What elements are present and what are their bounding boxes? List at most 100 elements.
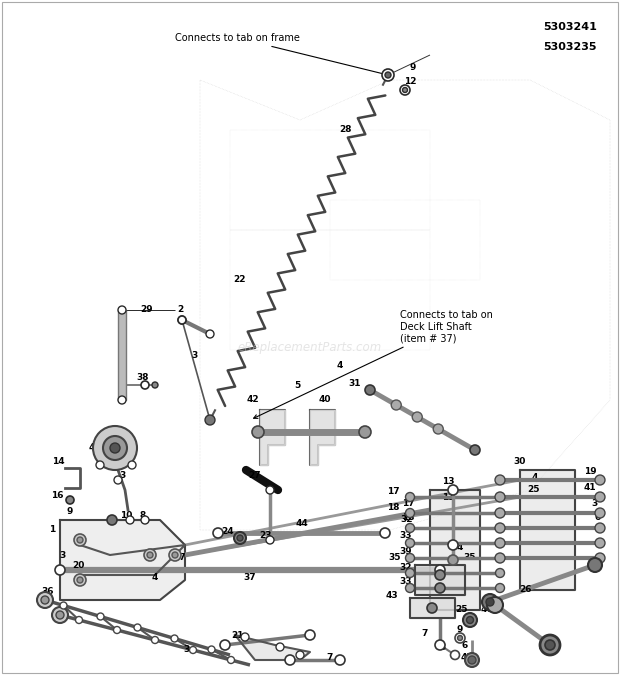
Text: 46: 46: [480, 605, 494, 614]
Circle shape: [118, 396, 126, 404]
Circle shape: [266, 486, 274, 494]
Circle shape: [276, 643, 284, 651]
Circle shape: [402, 88, 407, 92]
Circle shape: [96, 461, 104, 469]
Bar: [230, 230, 430, 350]
Circle shape: [487, 597, 503, 613]
Bar: [330, 200, 480, 280]
Circle shape: [37, 592, 53, 608]
Circle shape: [66, 496, 74, 504]
Circle shape: [382, 69, 394, 81]
Text: 28: 28: [339, 126, 352, 134]
Circle shape: [495, 493, 505, 502]
Text: 6: 6: [595, 512, 601, 522]
Circle shape: [448, 540, 458, 550]
Circle shape: [400, 85, 410, 95]
Circle shape: [458, 635, 463, 641]
Circle shape: [74, 574, 86, 586]
Circle shape: [169, 549, 181, 561]
Text: eReplacementParts.com: eReplacementParts.com: [238, 342, 382, 354]
Circle shape: [495, 568, 505, 578]
Circle shape: [435, 570, 445, 580]
Text: 12: 12: [404, 78, 416, 86]
Polygon shape: [410, 598, 455, 618]
Text: 3: 3: [184, 645, 190, 655]
Text: 3: 3: [119, 472, 125, 481]
Text: 2: 2: [177, 306, 183, 315]
Text: 41: 41: [583, 483, 596, 491]
Text: 4: 4: [337, 360, 343, 369]
Circle shape: [234, 532, 246, 544]
Polygon shape: [430, 490, 480, 610]
Circle shape: [93, 426, 137, 470]
Circle shape: [228, 657, 234, 664]
Circle shape: [595, 475, 605, 485]
Circle shape: [448, 485, 458, 495]
Circle shape: [495, 524, 505, 533]
Text: 33: 33: [400, 578, 412, 587]
Text: 4: 4: [532, 472, 538, 481]
Circle shape: [110, 443, 120, 453]
Circle shape: [495, 554, 505, 562]
Bar: [118, 310, 126, 400]
Circle shape: [359, 426, 371, 438]
Circle shape: [60, 602, 67, 609]
Circle shape: [171, 635, 178, 642]
Circle shape: [405, 554, 415, 562]
Circle shape: [55, 565, 65, 575]
Circle shape: [113, 626, 120, 634]
Circle shape: [495, 583, 505, 593]
Text: 25: 25: [528, 485, 540, 495]
Text: 27: 27: [249, 470, 261, 479]
Circle shape: [391, 400, 401, 410]
Text: 7: 7: [327, 653, 333, 662]
Circle shape: [305, 630, 315, 640]
Text: 21: 21: [231, 630, 243, 639]
Circle shape: [77, 577, 83, 583]
Text: 35: 35: [389, 554, 401, 562]
Text: 43: 43: [386, 591, 398, 599]
Circle shape: [178, 316, 186, 324]
Circle shape: [103, 436, 127, 460]
Text: 4: 4: [457, 543, 463, 551]
Circle shape: [190, 647, 197, 653]
Polygon shape: [260, 410, 285, 465]
Text: 20: 20: [72, 560, 84, 570]
Polygon shape: [520, 470, 575, 590]
Circle shape: [540, 635, 560, 655]
Circle shape: [495, 508, 505, 518]
Circle shape: [385, 72, 391, 78]
Circle shape: [77, 537, 83, 543]
Circle shape: [405, 493, 415, 502]
Circle shape: [206, 416, 214, 424]
Circle shape: [405, 539, 415, 547]
Circle shape: [495, 475, 505, 485]
Circle shape: [595, 553, 605, 563]
Circle shape: [405, 524, 415, 533]
Text: 8: 8: [140, 510, 146, 520]
Circle shape: [405, 568, 415, 578]
Text: 9: 9: [67, 508, 73, 516]
Text: 3: 3: [591, 500, 597, 508]
Circle shape: [151, 637, 159, 643]
Circle shape: [405, 508, 415, 518]
Circle shape: [266, 536, 274, 544]
Text: 36: 36: [42, 587, 55, 597]
Text: 45: 45: [461, 653, 473, 662]
Text: 3: 3: [440, 643, 446, 653]
Text: 4: 4: [152, 572, 158, 581]
Circle shape: [365, 385, 375, 395]
Circle shape: [433, 424, 443, 434]
Text: 33: 33: [400, 531, 412, 539]
Circle shape: [495, 553, 505, 563]
Text: Connects to tab on frame: Connects to tab on frame: [175, 33, 385, 74]
Circle shape: [237, 535, 243, 541]
Text: 18: 18: [402, 514, 414, 522]
Circle shape: [588, 558, 602, 572]
Circle shape: [296, 651, 304, 659]
Circle shape: [463, 613, 477, 627]
Circle shape: [435, 640, 445, 650]
Text: 7: 7: [422, 628, 428, 637]
Text: 5: 5: [294, 381, 300, 389]
Text: 5303235: 5303235: [544, 42, 597, 52]
